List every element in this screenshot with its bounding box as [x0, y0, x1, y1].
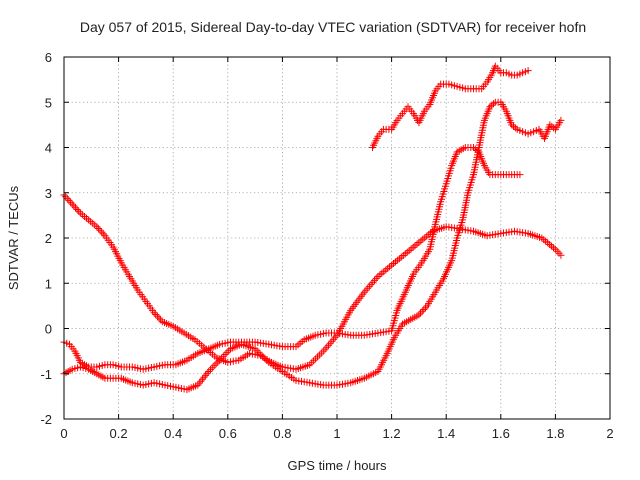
y-tick-label: -1 — [40, 367, 52, 382]
data-point — [207, 366, 214, 374]
data-point — [155, 314, 163, 322]
data-point — [490, 100, 497, 108]
grid-lines — [64, 57, 610, 419]
data-point — [210, 362, 218, 370]
y-tick-label: 4 — [45, 141, 52, 156]
data-point — [548, 122, 556, 130]
data-point — [508, 121, 516, 129]
data-point — [62, 193, 70, 201]
data-point — [153, 312, 161, 320]
x-tick-label: 1.4 — [437, 426, 455, 441]
y-axis-label: SDTVAR / TECUs — [6, 185, 21, 290]
data-point — [200, 373, 208, 381]
data-point — [420, 306, 428, 313]
data-point — [557, 251, 565, 259]
data-point — [221, 351, 229, 358]
data-point — [152, 311, 160, 318]
data-point — [488, 101, 496, 109]
y-tick-label: 1 — [45, 276, 52, 291]
series-track-3 — [60, 98, 565, 394]
x-axis-label: GPS time / hours — [288, 458, 387, 473]
data-point — [67, 198, 75, 206]
data-point — [208, 364, 216, 372]
x-tick-label: 0.2 — [110, 426, 128, 441]
data-point — [516, 171, 524, 179]
data-point — [415, 311, 423, 319]
data-point — [96, 226, 104, 234]
y-tick-label: 6 — [45, 50, 52, 65]
series-layer — [60, 62, 565, 394]
data-point — [73, 206, 81, 213]
data-point — [384, 264, 392, 272]
x-tick-label: 0 — [60, 426, 67, 441]
data-point — [68, 200, 76, 208]
data-point — [99, 230, 107, 238]
data-point — [75, 207, 83, 215]
data-point — [94, 225, 102, 232]
data-point — [524, 67, 532, 75]
x-tick-label: 0.6 — [219, 426, 237, 441]
data-point — [550, 124, 558, 132]
x-tick-label: 1.6 — [492, 426, 510, 441]
data-point — [212, 360, 220, 368]
data-point — [65, 196, 73, 204]
series-track-4 — [369, 62, 532, 151]
data-point — [157, 316, 165, 324]
x-tick-label: 2 — [606, 426, 613, 441]
x-tick-label: 0.4 — [164, 426, 182, 441]
y-tick-label: 5 — [45, 95, 52, 110]
y-tick-label: 0 — [45, 322, 52, 337]
data-point — [205, 368, 213, 375]
y-tick-label: -2 — [40, 412, 52, 427]
data-point — [557, 116, 565, 124]
y-axis-ticks: -2 -1 0 1 2 3 4 5 6 — [40, 50, 610, 427]
x-tick-label: 0.8 — [273, 426, 291, 441]
x-tick-label: 1.8 — [546, 426, 564, 441]
x-tick-label: 1 — [333, 426, 340, 441]
data-point — [418, 307, 426, 315]
data-point — [63, 195, 71, 203]
data-point — [72, 204, 79, 212]
data-point — [486, 103, 494, 111]
y-tick-label: 2 — [45, 231, 52, 246]
y-tick-label: 3 — [45, 186, 52, 201]
data-point — [225, 347, 233, 355]
data-point — [93, 223, 101, 231]
data-point — [223, 349, 231, 357]
data-point — [417, 309, 424, 317]
series-track-1 — [60, 191, 565, 373]
data-point — [70, 202, 78, 210]
data-point — [511, 124, 519, 132]
x-axis-ticks: 0 0.2 0.4 0.6 0.8 1 1.2 1.4 1.6 1.8 2 — [60, 57, 614, 441]
data-point — [422, 304, 429, 312]
data-point — [150, 309, 158, 317]
chart-title: Day 057 of 2015, Sidereal Day-to-day VTE… — [80, 19, 586, 35]
data-point — [98, 228, 106, 236]
x-tick-label: 1.2 — [383, 426, 401, 441]
